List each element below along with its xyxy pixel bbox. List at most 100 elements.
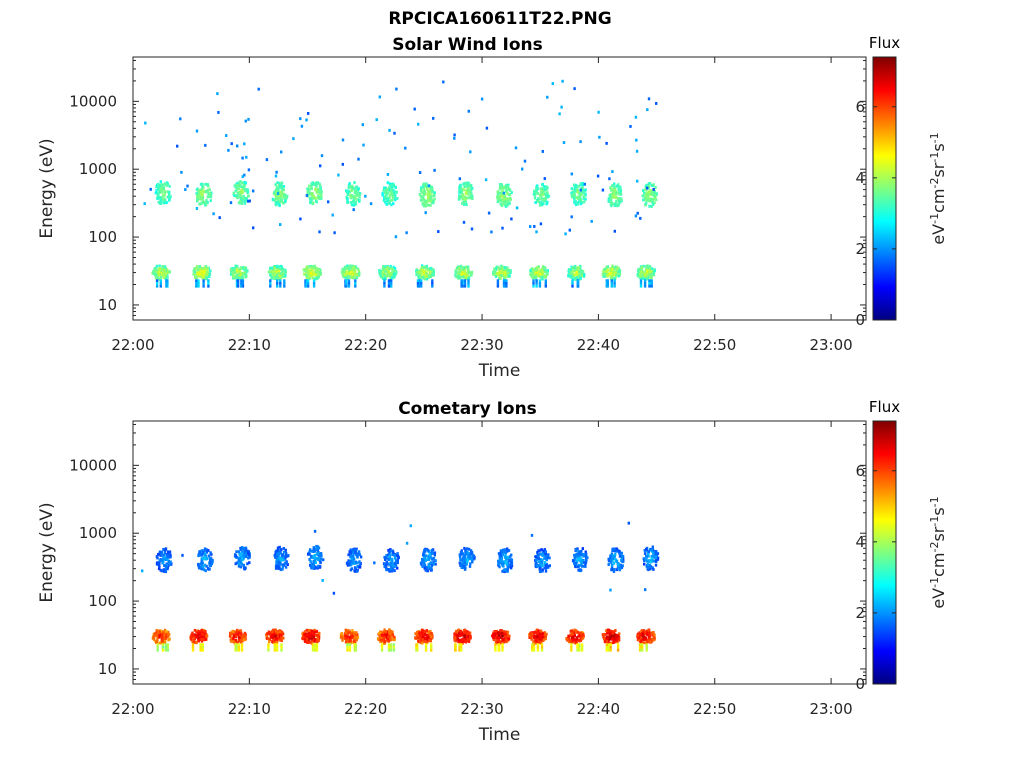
data-band [530, 637, 533, 641]
data-burst [574, 189, 577, 193]
data-band [378, 271, 381, 275]
data-band [463, 270, 467, 273]
data-band [531, 632, 534, 636]
data-burst [615, 547, 618, 551]
data-burst [351, 194, 354, 197]
data-burst [644, 195, 647, 199]
data-band [580, 274, 584, 277]
data-burst [276, 185, 279, 189]
data-band [610, 274, 614, 278]
data-band [240, 636, 244, 640]
data-band [545, 270, 548, 274]
data-burst [615, 200, 618, 203]
data-streak [532, 648, 536, 652]
data-band [155, 640, 158, 644]
data-band [307, 637, 310, 641]
data-band [155, 631, 158, 634]
data-burst [505, 202, 508, 206]
data-burst [423, 556, 426, 560]
data-band [535, 639, 538, 643]
x-tick-label: 22:30 [460, 336, 503, 354]
data-burst [541, 182, 544, 186]
data-band [191, 640, 195, 643]
data-band [390, 634, 393, 637]
data-band [232, 274, 235, 278]
data-burst [235, 183, 238, 187]
data-band [343, 637, 347, 640]
data-band [418, 274, 421, 278]
data-streak [275, 648, 279, 652]
data-band [203, 632, 206, 636]
data-band [501, 274, 504, 278]
data-burst [239, 560, 242, 564]
data-burst [506, 192, 509, 196]
data-band [271, 630, 274, 634]
data-band [454, 631, 457, 635]
data-streak [431, 284, 434, 288]
data-band [355, 273, 359, 277]
data-burst [349, 193, 352, 197]
data-burst [347, 561, 350, 564]
data-burst [358, 563, 362, 567]
data-band [167, 630, 170, 634]
data-streak [241, 282, 245, 285]
data-band [460, 631, 464, 635]
data-burst [355, 569, 359, 573]
data-band [278, 268, 281, 272]
data-burst [617, 185, 621, 189]
data-burst [646, 552, 650, 555]
data-band [205, 269, 208, 273]
data-burst [162, 554, 166, 557]
data-streak [387, 284, 391, 288]
data-burst [241, 550, 244, 554]
data-band [574, 264, 577, 268]
data-streak [496, 284, 500, 288]
data-band [234, 638, 238, 642]
data-band [454, 274, 457, 277]
data-band [536, 635, 539, 639]
data-burst [277, 554, 280, 558]
data-burst [497, 192, 500, 196]
data-burst [616, 563, 620, 567]
data-burst [579, 568, 582, 572]
data-band [265, 637, 269, 640]
data-burst [542, 193, 545, 196]
data-sparse [487, 211, 491, 215]
data-burst [238, 556, 241, 560]
data-burst [246, 191, 249, 195]
data-band [241, 272, 244, 276]
data-burst [391, 566, 394, 570]
data-burst [542, 551, 545, 555]
data-burst [271, 197, 275, 201]
data-burst [583, 561, 586, 564]
data-sparse [149, 187, 152, 191]
data-band [354, 269, 357, 272]
data-band [608, 272, 611, 276]
data-burst [280, 190, 284, 194]
data-burst [583, 189, 586, 193]
data-band [237, 631, 240, 635]
data-streak [240, 643, 244, 647]
data-burst [463, 555, 466, 559]
data-sparse [418, 171, 422, 174]
data-burst [427, 548, 430, 552]
data-burst [574, 183, 578, 187]
data-sparse [453, 133, 456, 137]
data-band [341, 638, 344, 642]
data-band [380, 270, 383, 274]
data-burst [507, 197, 510, 201]
data-burst [548, 564, 551, 568]
data-burst [207, 549, 210, 552]
data-burst [310, 198, 313, 202]
data-band [345, 628, 348, 632]
data-burst [460, 563, 463, 567]
data-band [469, 634, 472, 638]
data-sparse [319, 164, 322, 168]
data-band [578, 273, 581, 277]
data-streak [650, 279, 653, 283]
data-burst [497, 196, 501, 200]
data-burst [424, 204, 428, 208]
data-band [199, 270, 202, 273]
data-band [392, 265, 395, 269]
data-burst [381, 193, 384, 197]
